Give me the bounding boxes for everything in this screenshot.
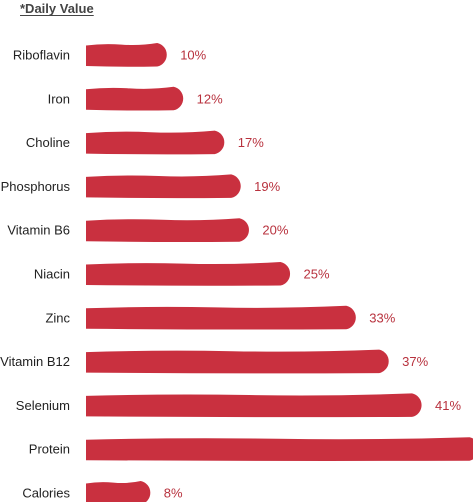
value-label: 33% (369, 310, 395, 325)
bar (86, 305, 356, 330)
value-label: 19% (254, 179, 280, 194)
bar-group: Niacin 25% (34, 262, 330, 286)
bar-group: Zinc 33% (45, 305, 396, 330)
category-label: Riboflavin (13, 48, 70, 63)
bar-group: Vitamin B12 37% (0, 349, 429, 374)
category-label: Vitamin B12 (0, 354, 70, 369)
category-label: Niacin (34, 267, 70, 282)
bar-group: Phosphorus 19% (1, 174, 281, 199)
bar (86, 349, 389, 374)
bar (86, 218, 249, 242)
value-label: 12% (197, 91, 223, 106)
value-label: 20% (262, 223, 288, 238)
category-label: Phosphorus (1, 179, 71, 194)
bar (86, 262, 291, 286)
bar (86, 130, 225, 155)
bar-group: Iron 12% (48, 86, 223, 111)
bar (86, 43, 167, 67)
bar (86, 86, 184, 111)
bar-group: Protein48% (29, 437, 473, 461)
category-label: Choline (26, 135, 70, 150)
value-label: 37% (402, 354, 428, 369)
category-label: Protein (29, 442, 70, 457)
chart-title: *Daily Value (20, 1, 94, 16)
value-label: 8% (164, 486, 183, 501)
value-label: 25% (304, 267, 330, 282)
value-label: 10% (180, 48, 206, 63)
bar-group: Vitamin B6 20% (7, 218, 289, 242)
bar (86, 174, 241, 199)
bar-group: Choline 17% (26, 130, 264, 155)
bar (86, 481, 151, 502)
category-label: Zinc (45, 310, 70, 325)
bar-group: Riboflavin 10% (13, 43, 207, 67)
category-label: Selenium (16, 398, 70, 413)
bar-group: Calories 8% (22, 481, 183, 502)
bar (86, 437, 473, 461)
bar-group: Selenium 41% (16, 393, 461, 418)
category-label: Vitamin B6 (7, 223, 70, 238)
value-label: 41% (435, 398, 461, 413)
bar (86, 393, 422, 418)
category-label: Iron (48, 91, 70, 106)
category-label: Calories (22, 486, 70, 501)
value-label: 17% (238, 135, 264, 150)
bars-layer: Riboflavin 10% Iron 12% Choline 17% Phosphorus… (0, 43, 473, 502)
